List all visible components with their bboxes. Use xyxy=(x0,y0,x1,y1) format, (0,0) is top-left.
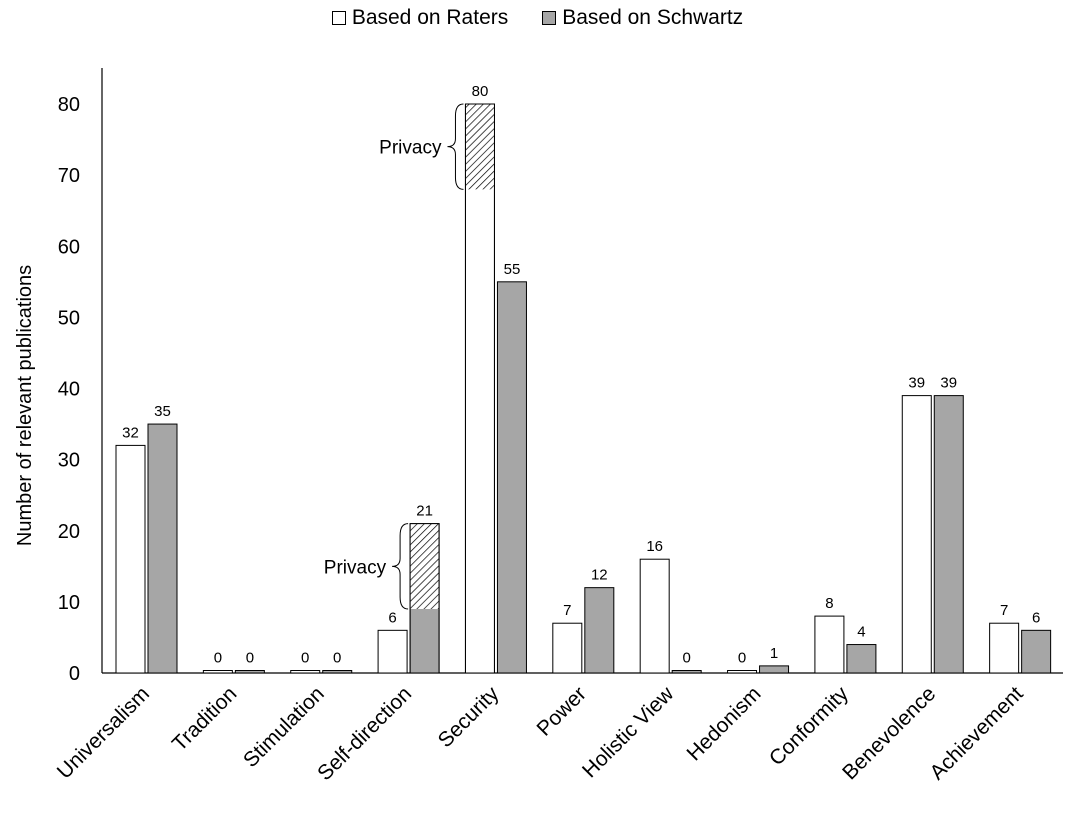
annotation-label: Privacy xyxy=(379,138,442,159)
legend-item-raters: Based on Raters xyxy=(331,6,509,30)
bar-power-based-on-raters xyxy=(552,622,583,674)
data-label: 32 xyxy=(122,424,139,441)
data-label: 6 xyxy=(388,609,396,626)
bar-conformity-based-on-raters xyxy=(814,615,845,674)
privacy-hatch-segment xyxy=(410,523,439,609)
bar-tradition-based-on-schwartz xyxy=(234,670,265,674)
data-label: 12 xyxy=(591,567,608,584)
y-tick-label: 60 xyxy=(58,236,80,258)
y-tick-label: 50 xyxy=(58,307,80,329)
data-label: 55 xyxy=(504,261,521,278)
x-tick-label: Conformity xyxy=(765,682,853,770)
x-tick-label: Self-direction xyxy=(313,682,416,785)
bar-universalism-based-on-schwartz xyxy=(147,423,178,674)
y-tick-label: 40 xyxy=(58,379,80,401)
bar-holistic-view-based-on-schwartz xyxy=(671,670,702,674)
x-tick-label: Holistic View xyxy=(578,682,679,783)
data-label: 35 xyxy=(154,403,171,420)
bar-hedonism-based-on-schwartz xyxy=(759,665,790,674)
data-label: 0 xyxy=(738,650,746,667)
legend-swatch-raters xyxy=(331,11,346,25)
data-label: 0 xyxy=(333,650,341,667)
legend: Based on Raters Based on Schwartz xyxy=(0,4,1075,32)
bar-universalism-based-on-raters xyxy=(115,444,146,674)
x-tick-label: Achievement xyxy=(926,682,1028,784)
y-tick-label: 10 xyxy=(58,592,80,614)
data-label: 7 xyxy=(1000,602,1008,619)
legend-item-schwartz: Based on Schwartz xyxy=(542,6,743,30)
bar-benevolence-based-on-schwartz xyxy=(933,395,964,674)
data-label: 21 xyxy=(416,503,433,520)
legend-swatch-schwartz xyxy=(542,11,557,25)
bar-conformity-based-on-schwartz xyxy=(846,644,877,674)
data-label: 0 xyxy=(246,650,254,667)
bar-self-direction-based-on-raters xyxy=(377,629,408,674)
data-label: 39 xyxy=(940,375,957,392)
data-label: 0 xyxy=(214,650,222,667)
data-label: 80 xyxy=(472,83,489,100)
data-label: 16 xyxy=(646,538,663,555)
bar-security-based-on-schwartz xyxy=(496,281,527,674)
bar-benevolence-based-on-raters xyxy=(901,395,932,674)
bar-achievement-based-on-raters xyxy=(989,622,1020,674)
y-tick-label: 20 xyxy=(58,521,80,543)
x-tick-label: Tradition xyxy=(168,682,241,755)
privacy-hatch-segment xyxy=(465,104,494,190)
data-label: 4 xyxy=(857,624,865,641)
y-tick-label: 0 xyxy=(69,663,80,685)
y-tick-label: 70 xyxy=(58,165,80,187)
bar-tradition-based-on-raters xyxy=(202,670,233,674)
bar-power-based-on-schwartz xyxy=(584,587,615,674)
data-label: 0 xyxy=(301,650,309,667)
bar-hedonism-based-on-raters xyxy=(727,670,758,674)
data-label: 0 xyxy=(683,650,691,667)
bar-stimulation-based-on-raters xyxy=(290,670,321,674)
x-tick-label: Hedonism xyxy=(682,682,765,765)
x-tick-label: Security xyxy=(434,682,504,752)
y-tick-label: 30 xyxy=(58,450,80,472)
x-tick-label: Stimulation xyxy=(239,682,329,772)
data-label: 39 xyxy=(908,375,925,392)
bar-outline xyxy=(464,103,495,674)
data-label: 7 xyxy=(563,602,571,619)
bar-stimulation-based-on-schwartz xyxy=(322,670,353,674)
x-tick-label: Power xyxy=(532,682,590,740)
privacy-brace xyxy=(447,103,464,190)
bar-achievement-based-on-schwartz xyxy=(1021,629,1052,674)
legend-label-schwartz: Based on Schwartz xyxy=(562,6,744,29)
legend-label-raters: Based on Raters xyxy=(351,6,509,29)
y-tick-label: 80 xyxy=(58,94,80,116)
x-tick-label: Benevolence xyxy=(838,682,940,784)
data-label: 6 xyxy=(1032,609,1040,626)
y-axis-label: Number of relevant publications xyxy=(14,265,36,546)
x-tick-label: Universalism xyxy=(53,682,154,783)
data-label: 1 xyxy=(770,645,778,662)
bar-outline xyxy=(409,523,440,674)
bar-holistic-view-based-on-raters xyxy=(639,558,670,674)
annotation-label: Privacy xyxy=(324,557,387,578)
data-label: 8 xyxy=(825,595,833,612)
privacy-brace xyxy=(392,523,409,610)
